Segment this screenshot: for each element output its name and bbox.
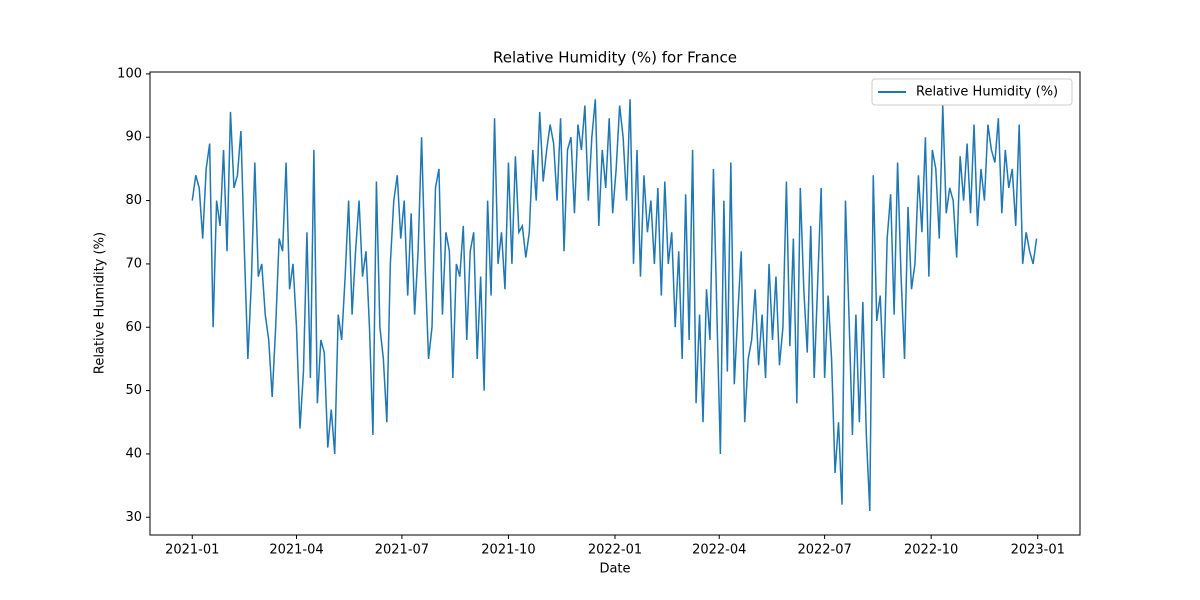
y-tick-label: 90 <box>125 130 142 145</box>
data-line <box>191 99 1038 511</box>
y-tick-label: 30 <box>125 510 142 525</box>
y-tick-label: 60 <box>125 320 142 335</box>
legend-label: Relative Humidity (%) <box>916 85 1058 100</box>
x-tick-label: 2021-04 <box>269 543 323 558</box>
plot-frame <box>149 71 1081 536</box>
x-tick-label: 2021-01 <box>165 543 219 558</box>
y-tick-label: 80 <box>125 193 142 208</box>
x-axis-label: Date <box>599 562 630 577</box>
x-tick-label: 2023-01 <box>1011 543 1065 558</box>
y-tick-label: 40 <box>125 446 142 461</box>
y-tick-label: 100 <box>117 66 142 81</box>
x-tick-label: 2021-07 <box>375 543 429 558</box>
y-axis-label: Relative Humidity (%) <box>93 232 108 374</box>
y-tick-label: 50 <box>125 383 142 398</box>
x-tick-label: 2022-01 <box>588 543 642 558</box>
chart-title: Relative Humidity (%) for France <box>493 49 737 67</box>
x-tick-label: 2021-10 <box>481 543 535 558</box>
legend-box <box>871 78 1073 106</box>
y-tick-label: 70 <box>125 256 142 271</box>
x-tick-label: 2022-04 <box>692 543 746 558</box>
x-tick-label: 2022-10 <box>904 543 958 558</box>
x-tick-label: 2022-07 <box>797 543 851 558</box>
